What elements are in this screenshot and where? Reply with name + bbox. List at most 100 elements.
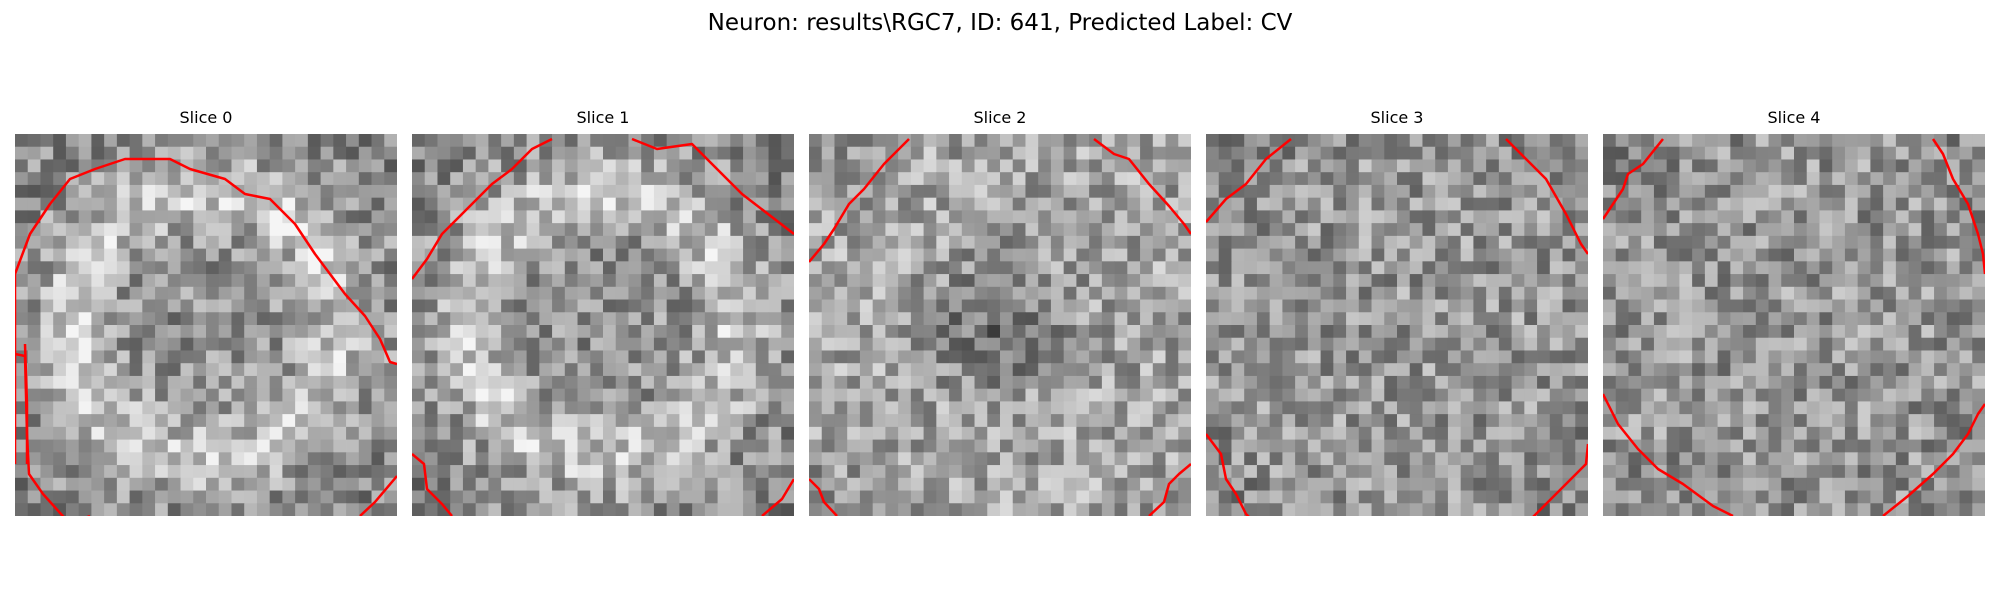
pixel bbox=[1781, 375, 1795, 390]
pixel bbox=[1218, 184, 1232, 199]
pixel bbox=[15, 210, 29, 224]
pixel bbox=[1857, 312, 1871, 326]
pixel bbox=[129, 503, 143, 516]
pixel bbox=[1165, 388, 1179, 402]
pixel bbox=[1050, 439, 1065, 453]
pixel bbox=[653, 337, 668, 351]
pixel bbox=[1486, 235, 1500, 249]
pixel bbox=[1384, 337, 1398, 351]
pixel bbox=[526, 197, 540, 211]
pixel bbox=[1549, 477, 1563, 491]
pixel bbox=[1921, 261, 1935, 275]
pixel bbox=[1628, 337, 1642, 351]
pixel bbox=[1832, 146, 1846, 160]
pixel bbox=[872, 210, 886, 224]
pixel bbox=[526, 286, 540, 300]
pixel bbox=[1755, 401, 1769, 415]
pixel bbox=[1946, 388, 1960, 402]
pixel bbox=[1295, 503, 1309, 516]
pixel bbox=[320, 134, 334, 148]
pixel bbox=[1959, 388, 1973, 402]
pixel bbox=[1282, 299, 1296, 313]
pixel bbox=[1371, 426, 1385, 440]
pixel bbox=[1781, 159, 1795, 173]
pixel bbox=[1972, 388, 1985, 402]
pixel bbox=[1857, 197, 1871, 211]
pixel bbox=[1524, 363, 1538, 377]
pixel bbox=[666, 146, 680, 160]
pixel bbox=[1178, 197, 1191, 211]
pixel bbox=[320, 299, 334, 313]
pixel bbox=[1883, 184, 1897, 199]
pixel bbox=[1819, 375, 1833, 390]
pixel bbox=[755, 184, 769, 199]
pixel bbox=[1755, 197, 1769, 211]
pixel bbox=[1140, 414, 1154, 428]
pixel bbox=[1959, 235, 1973, 249]
pixel bbox=[1460, 261, 1474, 275]
pixel bbox=[987, 490, 1001, 504]
pixel bbox=[1755, 223, 1769, 237]
pixel bbox=[1244, 274, 1258, 288]
pixel bbox=[475, 184, 489, 199]
pixel bbox=[167, 414, 181, 428]
pixel bbox=[898, 477, 912, 491]
pixel bbox=[437, 350, 451, 364]
pixel bbox=[653, 159, 668, 173]
pixel bbox=[834, 159, 848, 173]
pixel bbox=[1063, 465, 1077, 479]
pixel bbox=[180, 134, 194, 148]
pixel bbox=[320, 375, 334, 390]
pixel bbox=[1498, 159, 1512, 173]
pixel bbox=[872, 363, 886, 377]
pixel bbox=[1447, 503, 1462, 516]
pixel bbox=[1806, 299, 1820, 313]
pixel bbox=[1307, 197, 1321, 211]
pixel bbox=[539, 452, 553, 466]
pixel bbox=[679, 452, 693, 466]
pixel bbox=[755, 325, 769, 339]
pixel bbox=[768, 363, 782, 377]
pixel bbox=[1549, 172, 1563, 186]
pixel bbox=[923, 286, 937, 300]
pixel bbox=[1653, 312, 1668, 326]
pixel bbox=[1794, 159, 1808, 173]
pixel bbox=[1269, 134, 1283, 148]
pixel bbox=[1946, 350, 1960, 364]
pixel bbox=[1666, 503, 1680, 516]
pixel bbox=[116, 375, 130, 390]
pixel bbox=[987, 350, 1001, 364]
pixel bbox=[1679, 465, 1693, 479]
pixel bbox=[1000, 401, 1014, 415]
pixel bbox=[1806, 248, 1820, 262]
pixel bbox=[577, 223, 591, 237]
pixel bbox=[1641, 490, 1655, 504]
pixel bbox=[155, 426, 169, 440]
pixel bbox=[1755, 503, 1769, 516]
pixel bbox=[1012, 388, 1026, 402]
pixel bbox=[1844, 465, 1859, 479]
pixel bbox=[809, 452, 823, 466]
pixel bbox=[847, 274, 861, 288]
pixel bbox=[1307, 312, 1321, 326]
pixel bbox=[27, 439, 41, 453]
pixel bbox=[936, 248, 950, 262]
pixel bbox=[653, 452, 668, 466]
pixel bbox=[1371, 439, 1385, 453]
pixel bbox=[1025, 146, 1039, 160]
pixel bbox=[1498, 261, 1512, 275]
pixel bbox=[142, 184, 156, 199]
pixel bbox=[1934, 401, 1948, 415]
pixel bbox=[1755, 439, 1769, 453]
pixel bbox=[1127, 503, 1141, 516]
pixel bbox=[704, 248, 718, 262]
pixel bbox=[1127, 210, 1141, 224]
pixel bbox=[961, 401, 975, 415]
pixel bbox=[1717, 261, 1731, 275]
pixel bbox=[1883, 159, 1897, 173]
pixel bbox=[717, 363, 731, 377]
pixel bbox=[1165, 184, 1179, 199]
pixel bbox=[1140, 299, 1154, 313]
pixel bbox=[809, 146, 823, 160]
pixel bbox=[65, 248, 80, 262]
